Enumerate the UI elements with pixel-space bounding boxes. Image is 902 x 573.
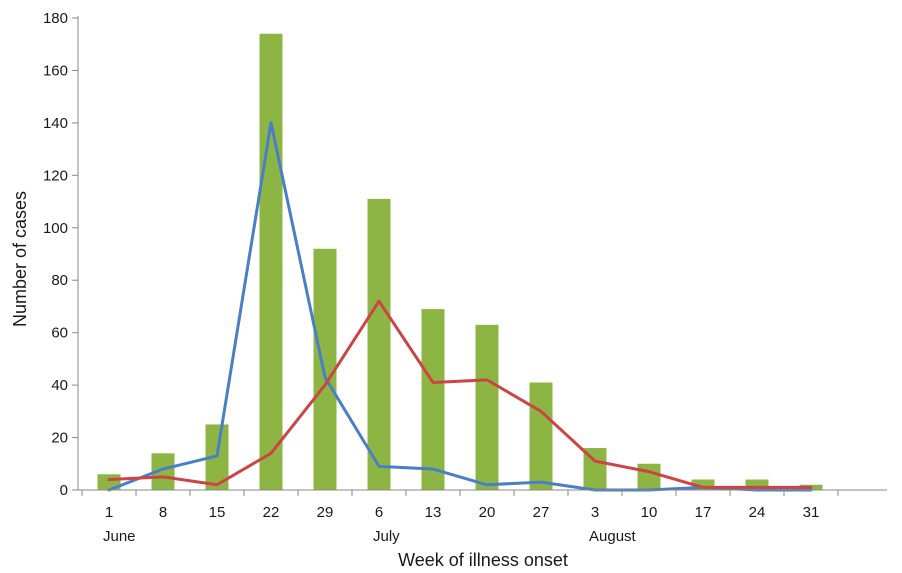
x-tick-label-3-9: 3 bbox=[591, 504, 599, 521]
bar-24-12 bbox=[745, 479, 769, 490]
x-tick-label-31-13: 31 bbox=[803, 504, 820, 521]
x-tick-label-1-0: 1 bbox=[105, 504, 113, 521]
x-tick-label-6-5: 6 bbox=[375, 504, 383, 521]
y-tick-label-0: 0 bbox=[60, 482, 68, 499]
bars-group bbox=[97, 33, 823, 490]
x-tick-label-17-11: 17 bbox=[695, 504, 712, 521]
bar-3-9 bbox=[583, 448, 607, 490]
y-tick-label-60: 60 bbox=[51, 325, 68, 342]
bar-29-4 bbox=[313, 248, 337, 490]
y-tick-label-20: 20 bbox=[51, 430, 68, 447]
x-tick-label-20-7: 20 bbox=[479, 504, 496, 521]
y-tick-label-40: 40 bbox=[51, 377, 68, 394]
series-line-2 bbox=[107, 299, 813, 489]
series-line-1 bbox=[107, 121, 813, 492]
month-label-july: July bbox=[373, 528, 400, 545]
month-label-august: August bbox=[589, 528, 637, 545]
bar-10-10 bbox=[637, 463, 661, 490]
y-tick-label-80: 80 bbox=[51, 272, 68, 289]
x-tick-label-27-8: 27 bbox=[533, 504, 550, 521]
y-tick-label-120: 120 bbox=[43, 167, 68, 184]
y-tick-label-160: 160 bbox=[43, 62, 68, 79]
lines-group bbox=[107, 121, 813, 492]
axes-group: 0 20 40 60 80 100 120 140 160 180 1 8 15 22 29 6 13 20 27 3… bbox=[43, 10, 887, 545]
y-tick-label-100: 100 bbox=[43, 220, 68, 237]
x-tick-label-13-6: 13 bbox=[425, 504, 442, 521]
bar-27-8 bbox=[529, 382, 553, 490]
x-tick-label-10-10: 10 bbox=[641, 504, 658, 521]
bar-22-3 bbox=[259, 33, 283, 490]
bar-13-6 bbox=[421, 309, 445, 490]
bar-8-1 bbox=[151, 453, 175, 490]
bar-20-7 bbox=[475, 324, 499, 490]
y-tick-label-180: 180 bbox=[43, 10, 68, 27]
x-tick-label-29-4: 29 bbox=[317, 504, 334, 521]
x-tick-label-24-12: 24 bbox=[749, 504, 766, 521]
x-axis-title: Week of illness onset bbox=[398, 550, 568, 570]
bar-17-11 bbox=[691, 479, 715, 490]
y-tick-label-140: 140 bbox=[43, 115, 68, 132]
bar-6-5 bbox=[367, 198, 391, 490]
x-tick-label-22-3: 22 bbox=[263, 504, 280, 521]
x-tick-label-8-1: 8 bbox=[159, 504, 167, 521]
month-label-june: June bbox=[103, 528, 136, 545]
x-tick-label-15-2: 15 bbox=[209, 504, 226, 521]
y-axis-title: Number of cases bbox=[10, 191, 30, 327]
